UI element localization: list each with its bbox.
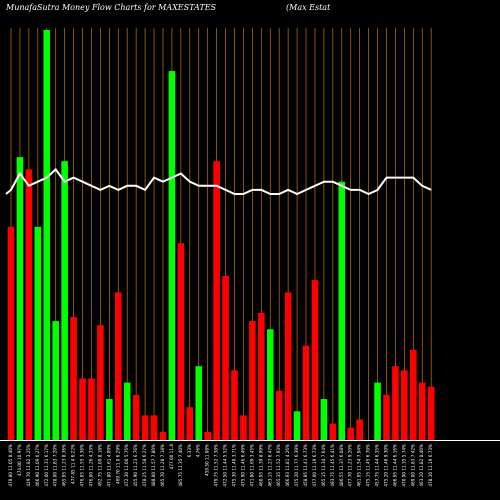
- bar: [168, 71, 176, 440]
- bar: [204, 431, 211, 440]
- x-tick-label: 478.25 11.58 6.27%: [142, 444, 147, 487]
- x-tick-label: 458.95 11.41 6.73%: [303, 444, 308, 487]
- bar: [88, 378, 95, 440]
- x-tick-label: 463.15 11.27 6.47%: [267, 444, 272, 487]
- bar: [177, 243, 185, 440]
- x-tick-label: 486.55 11.37 6.08%: [339, 444, 344, 487]
- x-tick-label: 471.80 11.69 3.45%: [249, 444, 254, 487]
- x-tick-label: 478.80 11.05 8.40%: [8, 444, 13, 487]
- bar: [7, 226, 15, 440]
- x-tick-label: 475.90 11.46 6.49%: [240, 444, 245, 487]
- bar: [16, 157, 24, 440]
- x-tick-label: 488.00 11.57 7.80%: [151, 444, 156, 487]
- bar: [427, 386, 435, 440]
- bar: [284, 292, 292, 440]
- x-tick-label: 466.93 11.81 4.26%: [285, 444, 290, 487]
- bar: [418, 382, 426, 440]
- bar: [347, 427, 355, 440]
- bar: [302, 345, 310, 440]
- money-flow-line: [5, 167, 432, 196]
- x-tick-label: 460.95 11.39 8.99%: [258, 444, 263, 487]
- company-name: (Max Estat: [286, 3, 331, 12]
- bar: [106, 399, 113, 440]
- bar: [43, 30, 51, 440]
- bar: [392, 366, 399, 440]
- x-tick-label: 477.70 11.23 9.20%: [348, 444, 353, 487]
- x-tick-label: 477.00 11.19 6.73%: [312, 444, 317, 487]
- x-tick-label: 477.85 11.4 6.22%: [71, 444, 76, 484]
- x-tick-label: 4.76%: [196, 444, 201, 457]
- bar: [293, 411, 301, 440]
- x-tick-label: 474.00 10.97%: [17, 444, 22, 476]
- bar: [123, 382, 131, 440]
- bar: [266, 329, 274, 440]
- bar: [329, 423, 337, 440]
- bar: [61, 161, 68, 440]
- x-tick-label: 475.20 11.77 6.39%: [294, 444, 299, 487]
- x-tick-label: 457.75 11.44 6.35%: [375, 444, 380, 487]
- x-tick-label: 472.30 11.00 5.76%: [124, 444, 129, 487]
- bar: [249, 321, 256, 440]
- bar: [338, 181, 346, 440]
- x-tick-label: 475.30 11.40 3.71%: [232, 444, 237, 487]
- x-tick-label: 461.95 11.54 7.94%: [357, 444, 362, 487]
- x-tick-label: 465.35 11.52 7.93%: [276, 444, 281, 487]
- x-tick-label: 492.75 11.09 8.18%: [97, 444, 102, 487]
- bar: [401, 370, 408, 440]
- bar: [410, 349, 417, 440]
- x-tick-label: 465.95 11.23 8.36%: [62, 444, 67, 487]
- x-tick-label: 463.20 11.82 8.40%: [419, 444, 424, 487]
- bar: [52, 321, 59, 440]
- bar: [222, 276, 229, 440]
- x-tick-label: 476.00 11.26 4.33%: [88, 444, 93, 487]
- bar: [141, 415, 149, 440]
- x-tick-label: 429.70 11.82 3.25%: [26, 444, 31, 487]
- bar: [114, 292, 122, 440]
- bar: [25, 169, 33, 440]
- x-tick-label: 485.75 11.35 7.40%: [178, 444, 183, 487]
- bar: [97, 325, 104, 440]
- bar: [311, 280, 319, 440]
- bar: [186, 407, 194, 440]
- bar: [195, 366, 203, 440]
- bar: [34, 226, 42, 440]
- x-tick-label: 478.00 11.83 7.20%: [53, 444, 58, 487]
- bar: [70, 317, 77, 440]
- x-tick-label: 466.90 11.09 6.27%: [35, 444, 40, 487]
- bar: [213, 161, 220, 440]
- x-tick-label: 466.95 11.44 6.16%: [392, 444, 397, 487]
- x-tick-label: 470.90 11.35 5.74%: [401, 444, 406, 487]
- x-tick-label: 469.00 11.83 7.42%: [410, 444, 415, 487]
- bar: [132, 394, 140, 440]
- bar: [258, 312, 265, 440]
- x-tick-label: 471.80 11.61 4.09%: [106, 444, 111, 487]
- x-tick-label: 478.10 11.19 6.73%: [428, 444, 433, 487]
- x-tick-label: 472.50 11.44 5.52%: [223, 444, 228, 487]
- bar: [159, 431, 167, 440]
- x-tick-label: 479.75 11.52 7.38%: [214, 444, 219, 487]
- bar: [275, 390, 283, 440]
- bar: [320, 399, 328, 440]
- x-tick-label: 472.00 11.31 6.17%: [44, 444, 49, 487]
- x-tick-label: 455.90 11.23 6.76%: [133, 444, 138, 487]
- x-tick-label: 459.50 11.08%: [205, 444, 210, 476]
- x-tick-label: 465.70 11.28 7.18%: [160, 444, 165, 487]
- bar: [231, 370, 238, 440]
- bar: [383, 394, 390, 440]
- x-tick-label: 469.70 11.0 6.29%: [115, 444, 120, 484]
- chart-title: MunafaSutra Money Flow Charts for MAXEST…: [6, 3, 217, 12]
- bar: [240, 415, 247, 440]
- x-tick-label: 477.00 11.8: [169, 444, 174, 470]
- x-tick-label: 6.33%: [187, 444, 192, 457]
- x-tick-label: 475.15 11.45 6.70%: [366, 444, 371, 487]
- bar: [374, 382, 381, 440]
- bar: [356, 419, 363, 440]
- x-tick-label: 476.05 11.55 3.36%: [80, 444, 85, 487]
- bar: [79, 378, 86, 440]
- bar: [150, 415, 158, 440]
- x-tick-label: 475.20 11.46 9.30%: [383, 444, 388, 487]
- x-tick-label: 465.15 11.34 7.64%: [321, 444, 326, 487]
- x-tick-label: 493.75 11.45 6.41%: [330, 444, 335, 487]
